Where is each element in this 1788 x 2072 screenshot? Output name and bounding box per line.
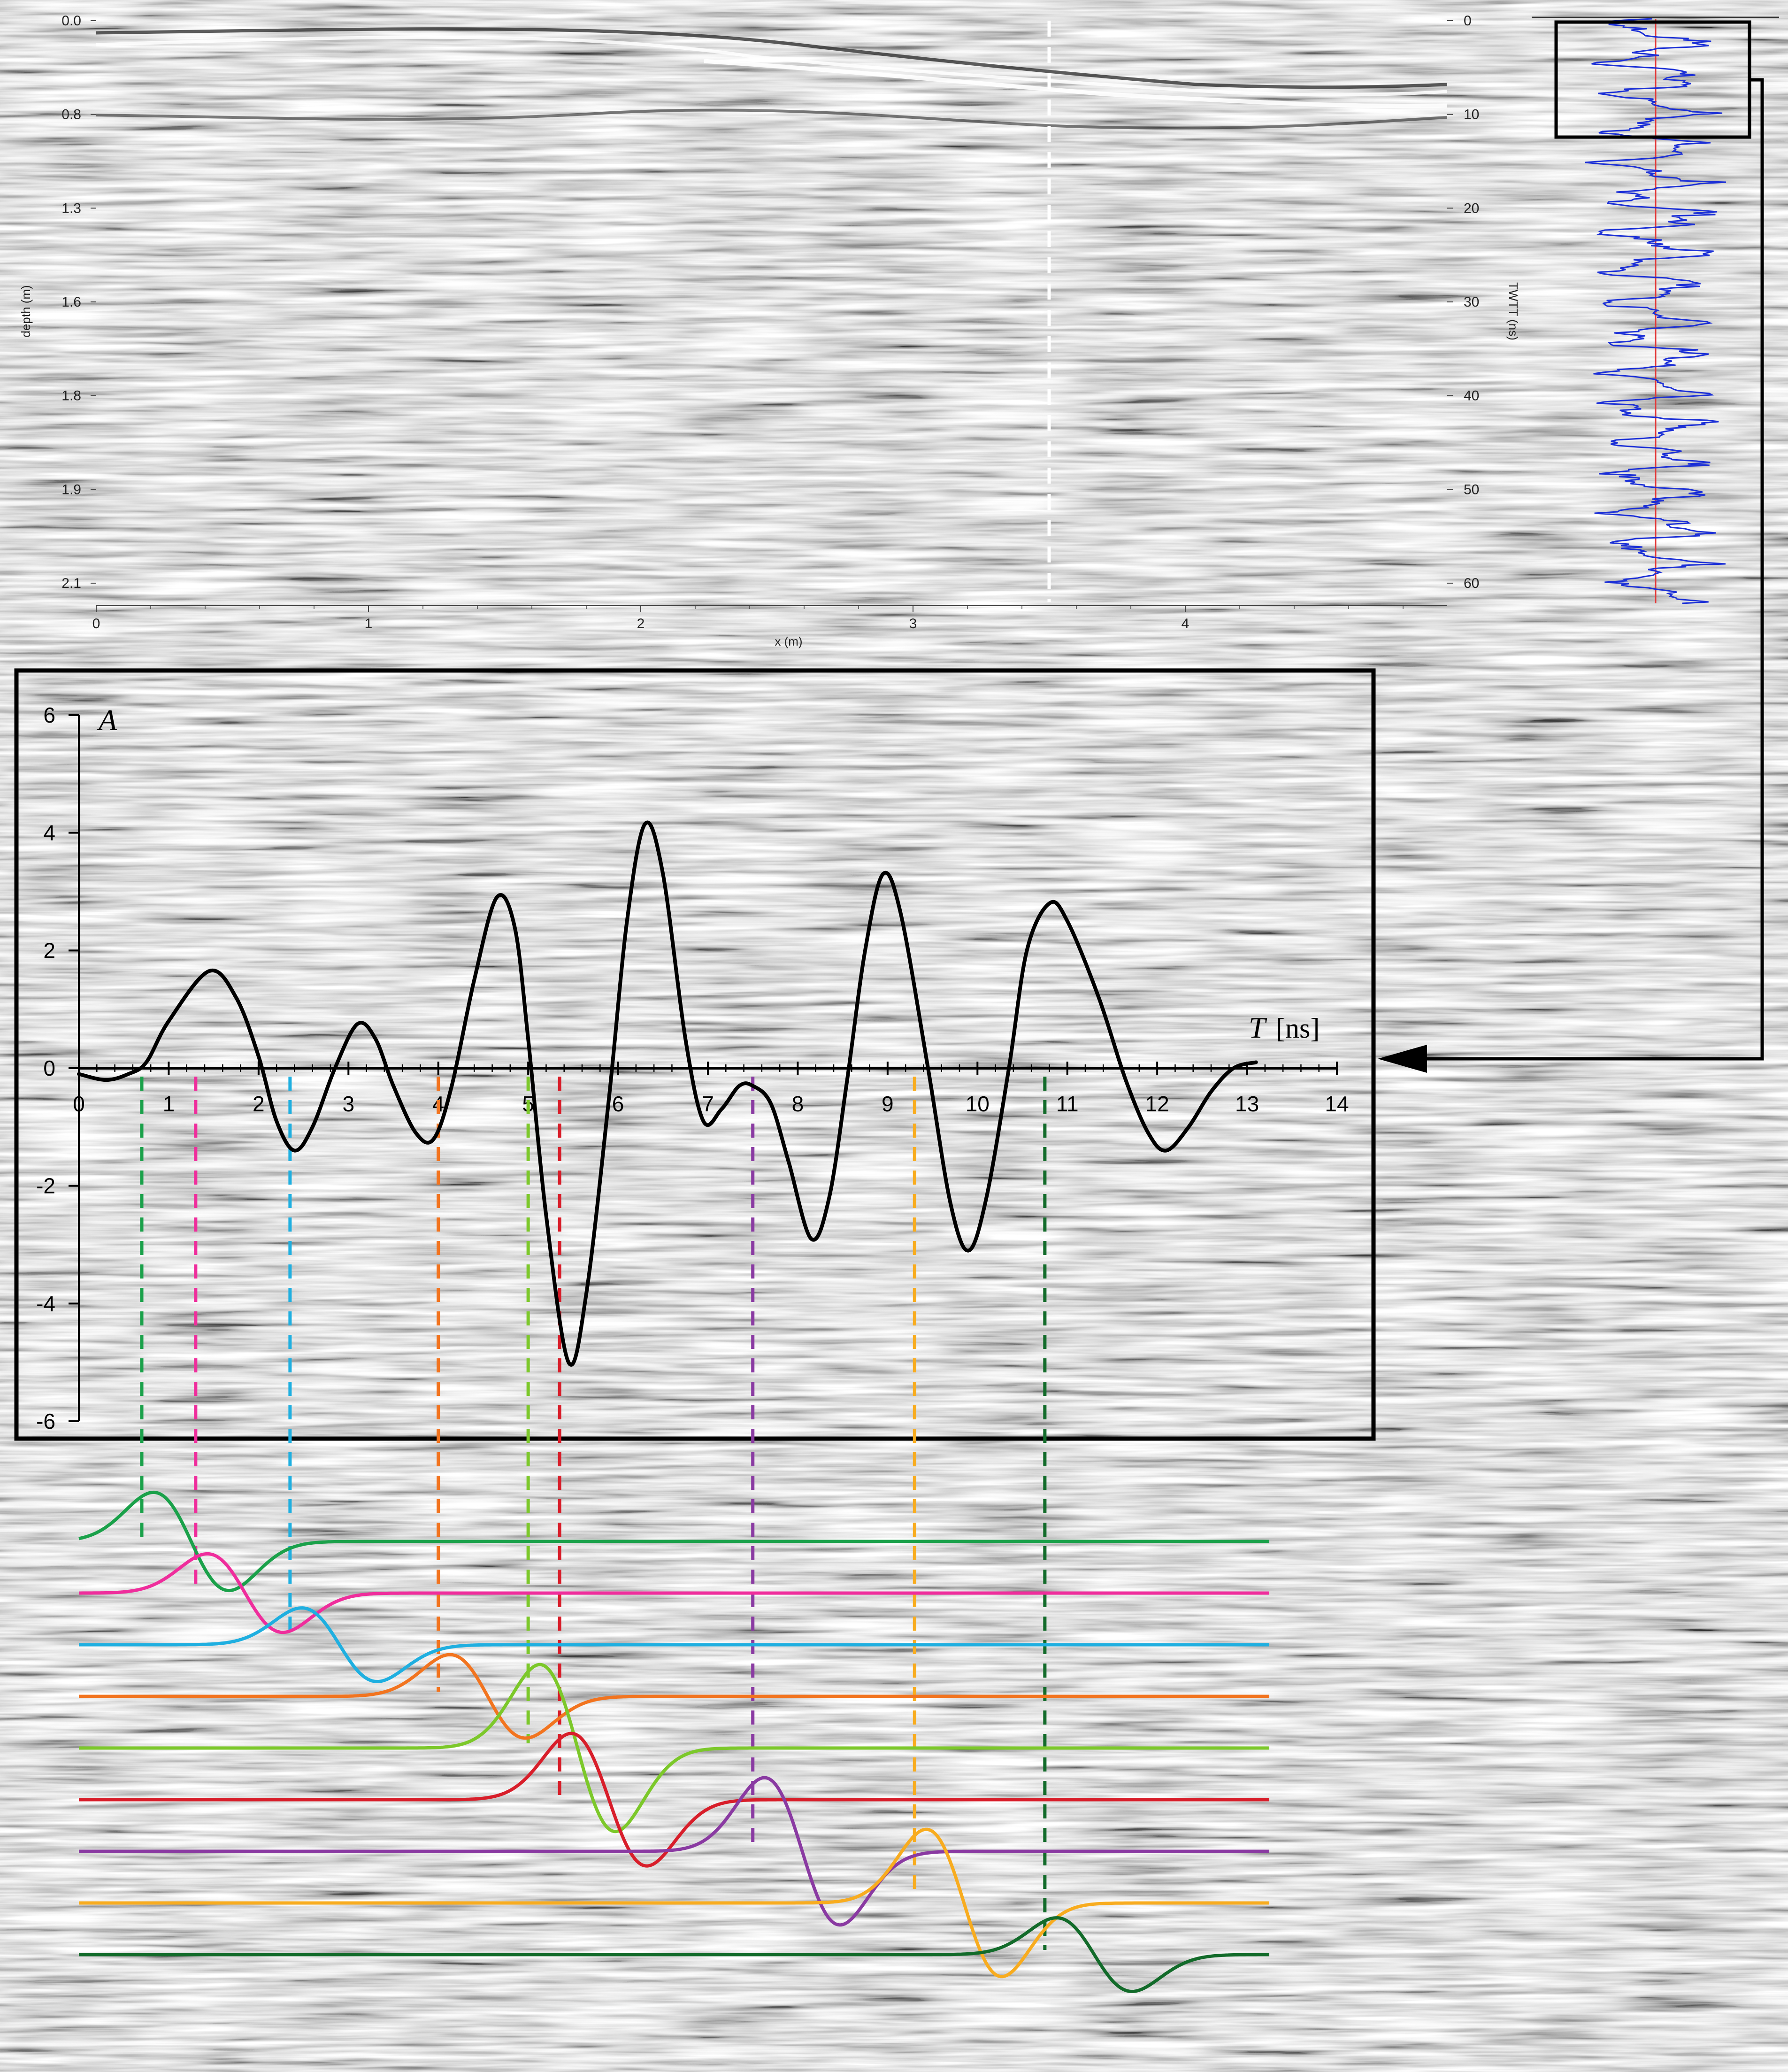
reflector-dark-1	[96, 27, 1447, 89]
wavelet-curve	[79, 1827, 1269, 1979]
radargram-image	[96, 21, 1447, 602]
x-axis-title: T	[1249, 1011, 1267, 1044]
twtt-axis-label: TWTT (ns)	[1506, 282, 1520, 340]
twtt-tick-label: 50	[1464, 482, 1479, 497]
x-tick-label: 12	[1145, 1092, 1169, 1116]
zoom-connector	[1409, 78, 1764, 1061]
rad-x-tick-label: 1	[365, 616, 373, 632]
rad-x-tick-label: 3	[909, 616, 917, 632]
y-tick-label: -4	[36, 1291, 55, 1316]
depth-axis-label: depth (m)	[19, 285, 33, 337]
y-tick-label: -6	[36, 1409, 55, 1433]
wavelet-curve	[79, 1552, 1269, 1634]
x-tick-label: 3	[342, 1092, 354, 1116]
chart-frame	[14, 668, 1376, 1441]
wiggle-trace	[1585, 18, 1727, 604]
rad-x-tick-label: 0	[92, 616, 100, 632]
depth-tick-label: 1.3	[61, 200, 81, 216]
y-axis-title: A	[97, 703, 117, 737]
x-tick-label: 7	[702, 1092, 714, 1116]
twtt-tick-label: 60	[1464, 576, 1479, 591]
depth-tick-label: 0.0	[61, 13, 81, 29]
x-tick-label: 2	[253, 1092, 265, 1116]
x-tick-label: 11	[1056, 1092, 1079, 1116]
y-tick-label: -2	[36, 1174, 55, 1198]
twtt-tick-label: 30	[1464, 294, 1479, 310]
x-tick-label: 6	[612, 1092, 624, 1116]
x-tick-label: 13	[1235, 1092, 1259, 1116]
x-axis-unit: [ns]	[1276, 1013, 1320, 1044]
wavelet-curve	[79, 1732, 1269, 1868]
reflector-bright-2	[704, 59, 1447, 108]
wavelet-decomposition	[78, 1490, 1269, 1993]
rad-x-tick-label: 2	[637, 616, 645, 632]
depth-tick-label: 2.1	[61, 576, 81, 591]
x-tick-label: 9	[882, 1092, 894, 1116]
depth-tick-label: 1.8	[61, 388, 81, 404]
y-tick-label: 4	[43, 821, 55, 845]
depth-tick-label: 1.9	[61, 482, 81, 497]
x-tick-label: 10	[966, 1092, 990, 1116]
radargram-panel: 0 1 2 3 400.0100.8201.3301.6401.8501.9602.1 …	[19, 13, 1520, 648]
zoom-arrow-head	[1378, 1045, 1427, 1073]
y-tick-label: 2	[43, 938, 55, 963]
amplitude-trace	[77, 820, 1258, 1367]
twtt-tick-label: 40	[1464, 388, 1479, 404]
reflector-bright-1	[96, 35, 1447, 97]
twtt-tick-label: 20	[1464, 200, 1479, 216]
reflector-layers	[96, 27, 1447, 130]
x-tick-label: 0	[73, 1092, 85, 1116]
x-tick-label: 8	[792, 1092, 804, 1116]
depth-tick-label: 1.6	[61, 294, 81, 310]
time-markers	[140, 1077, 1047, 1950]
y-tick-label: 6	[43, 703, 55, 727]
y-tick-label: 0	[43, 1056, 55, 1080]
x-axis-label: x (m)	[775, 634, 802, 648]
x-tick-label: 1	[163, 1092, 175, 1116]
wavelet-curve	[78, 1490, 1269, 1593]
reflector-dark-2	[96, 108, 1447, 130]
wiggle-trace-panel	[1378, 16, 1779, 1073]
wavelet-curve	[79, 1916, 1269, 1993]
wavelet-curve	[79, 1606, 1269, 1683]
x-tick-label: 14	[1325, 1092, 1349, 1116]
twtt-tick-label: 0	[1464, 13, 1472, 29]
wavelet-curve	[79, 1776, 1269, 1927]
wavelet-curve	[79, 1663, 1269, 1833]
rad-x-tick-label: 4	[1182, 616, 1189, 632]
depth-tick-label: 0.8	[61, 107, 81, 123]
twtt-tick-label: 10	[1464, 107, 1479, 123]
wavelet-curve	[79, 1653, 1269, 1740]
